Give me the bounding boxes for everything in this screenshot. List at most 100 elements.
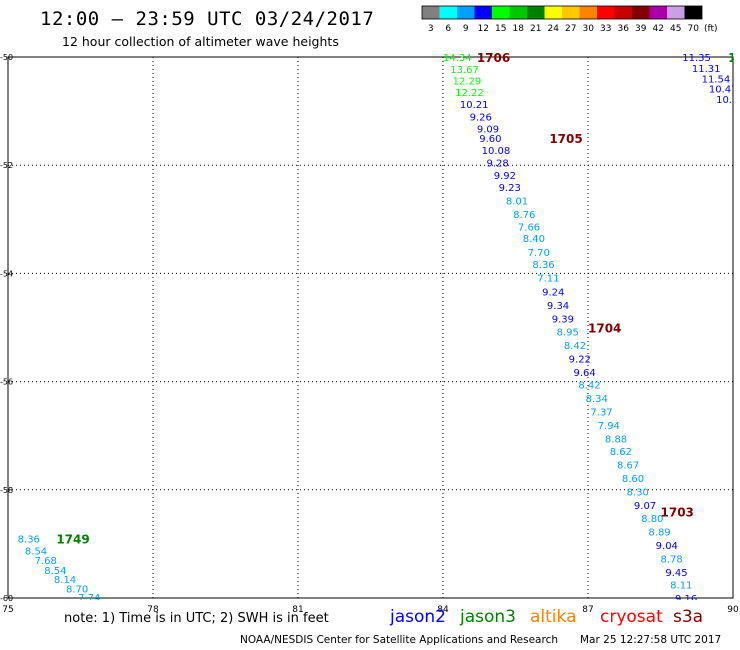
colorbar-label: 33 — [600, 24, 611, 34]
colorbar-swatch — [649, 6, 667, 19]
swh-point-label: 11.35 — [682, 53, 711, 64]
swh-point-label: 9.60 — [479, 134, 501, 145]
swh-point-label: 7.66 — [518, 222, 540, 233]
swh-point-label: 7.70 — [528, 248, 550, 259]
colorbar-swatch — [632, 6, 650, 19]
x-tick-label: 87 — [582, 605, 593, 615]
legend-jason3: jason3 — [460, 607, 516, 627]
y-tick-label: -58 — [0, 486, 13, 495]
legend-cryosat: cryosat — [600, 607, 663, 627]
colorbar-label: 36 — [618, 24, 630, 34]
footer-note: note: 1) Time is in UTC; 2) SWH is in fe… — [64, 611, 329, 626]
swh-point-label: 9.24 — [542, 287, 564, 298]
colorbar-swatch — [579, 6, 597, 19]
x-tick-label: 75 — [2, 605, 13, 615]
legend-altika: altika — [530, 607, 577, 627]
colorbar-label: 18 — [513, 24, 525, 34]
colorbar-label: 42 — [653, 24, 664, 34]
time-label: 1706 — [477, 51, 510, 65]
colorbar-label: 30 — [583, 24, 595, 34]
swh-point-label: 10.47 — [709, 84, 738, 95]
colorbar-swatch — [527, 6, 545, 19]
swh-point-label: 8.89 — [648, 527, 670, 538]
chart-title: 12:00 – 23:59 UTC 03/24/2017 — [40, 8, 375, 30]
swh-point-label: 8.67 — [617, 460, 639, 471]
swh-point-label: 8.34 — [586, 394, 608, 405]
plot-frame — [7, 56, 734, 599]
swh-point-label: 7.74 — [78, 593, 100, 604]
colorbar-label: 9 — [463, 24, 469, 34]
swh-point-label: 9.16 — [675, 594, 697, 605]
swh-point-label: 9.04 — [656, 541, 678, 552]
x-tick-label: 84 — [437, 605, 449, 615]
swh-point-label: 9.92 — [494, 171, 516, 182]
swh-point-label: 10.21 — [460, 100, 489, 111]
swh-point-label: 8.88 — [605, 434, 627, 445]
swh-point-label: 8.76 — [513, 210, 535, 221]
swh-point-label: 8.42 — [578, 380, 600, 391]
time-label: 1703 — [661, 505, 694, 519]
swh-point-label: 8.40 — [523, 234, 545, 245]
time-label: 1704 — [588, 322, 621, 336]
swh-point-label: 9.45 — [665, 568, 687, 579]
colorbar-label: 15 — [495, 24, 506, 34]
colorbar-label: 45 — [670, 24, 681, 34]
swh-point-label: 9.28 — [487, 158, 509, 169]
swh-point-label: 9.39 — [552, 314, 574, 325]
swh-point-label: 9.22 — [569, 354, 591, 365]
colorbar-swatch — [614, 6, 632, 19]
colorbar-label: 70 — [688, 24, 700, 34]
colorbar-swatch — [457, 6, 475, 19]
chart-subtitle: 12 hour collection of altimeter wave hei… — [62, 34, 339, 49]
x-tick-label: 90 — [727, 605, 739, 615]
swh-point-label: 9.09 — [477, 124, 499, 135]
swh-point-label: 10.2 — [716, 95, 738, 106]
colorbar-swatch — [492, 6, 510, 19]
colorbar-frame — [421, 5, 703, 20]
colorbar-label: 24 — [548, 24, 560, 34]
swh-point-label: 8.78 — [661, 555, 683, 566]
swh-point-label: 8.95 — [557, 327, 579, 338]
swh-point-label: 8.01 — [506, 196, 528, 207]
swh-point-label: 7.94 — [598, 421, 620, 432]
legend-s3a: s3a — [673, 607, 704, 627]
colorbar-swatch — [562, 6, 580, 19]
swh-point-label: 7.11 — [537, 274, 559, 285]
swh-point-label: 8.80 — [641, 514, 663, 525]
colorbar-swatch — [474, 6, 492, 19]
colorbar-label: 21 — [530, 24, 541, 34]
colorbar-label: 6 — [445, 24, 451, 34]
timestamp-text: Mar 25 12:27:58 UTC 2017 — [580, 634, 722, 646]
swh-point-label: 8.54 — [44, 566, 66, 577]
time-label: 1705 — [549, 132, 582, 146]
time-label: 15 — [728, 51, 740, 65]
swh-point-label: 12.29 — [453, 76, 482, 87]
swh-point-label: 9.26 — [470, 113, 492, 124]
swh-point-label: 8.14 — [54, 575, 76, 586]
swh-point-label: 8.42 — [564, 341, 586, 352]
swh-point-label: 8.11 — [670, 580, 692, 591]
swh-point-label: 8.36 — [532, 260, 554, 271]
credit-text: NOAA/NESDIS Center for Satellite Applica… — [240, 634, 558, 646]
legend-jason2: jason2 — [390, 607, 446, 627]
y-tick-label: -56 — [0, 378, 13, 387]
y-tick-label: -54 — [0, 269, 13, 278]
x-tick-label: 81 — [292, 605, 303, 615]
time-label: 1749 — [56, 532, 89, 546]
swh-point-label: 8.54 — [25, 546, 47, 557]
swh-point-label: 13.67 — [450, 65, 479, 76]
swh-point-label: 14.34 — [443, 53, 472, 64]
data-layer: 14.3413.6712.2912.2210.219.269.099.6010.… — [18, 51, 740, 605]
swh-point-label: 8.60 — [622, 474, 644, 485]
colorbar-label: 3 — [428, 24, 434, 34]
colorbar-label: 12 — [478, 24, 489, 34]
swh-point-label: 10.08 — [482, 146, 511, 157]
y-tick-label: -60 — [0, 594, 13, 603]
swh-point-label: 9.07 — [634, 501, 656, 512]
x-tick-label: 78 — [147, 605, 159, 615]
colorbar-swatch — [684, 6, 702, 19]
swh-point-label: 11.31 — [692, 64, 721, 75]
swh-point-label: 7.37 — [590, 407, 612, 418]
colorbar-swatch — [544, 6, 562, 19]
y-tick-label: -52 — [0, 161, 13, 170]
